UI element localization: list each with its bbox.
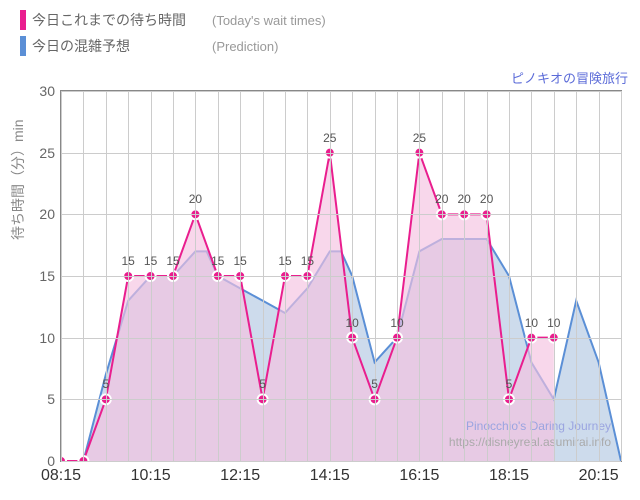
- data-point-label: 20: [480, 192, 493, 206]
- legend-row: 今日の混雑予想 (Prediction): [20, 36, 326, 56]
- y-axis-label: 待ち時間（分）min: [8, 119, 28, 240]
- data-point-label: 5: [259, 377, 266, 391]
- data-point-label: 10: [547, 316, 560, 330]
- legend-sub: (Today's wait times): [212, 13, 326, 28]
- y-tick: 10: [39, 330, 55, 346]
- data-point-label: 15: [144, 254, 157, 268]
- data-point-label: 20: [189, 192, 202, 206]
- legend-label: 今日これまでの待ち時間: [32, 10, 212, 30]
- data-point-label: 15: [278, 254, 291, 268]
- y-tick: 15: [39, 268, 55, 284]
- legend-marker-prediction: [20, 36, 26, 56]
- data-point-label: 10: [390, 316, 403, 330]
- source-url: https://disneyreal.asumirai.info: [449, 435, 611, 449]
- legend-marker-actual: [20, 10, 26, 30]
- data-point-label: 5: [371, 377, 378, 391]
- y-tick: 25: [39, 145, 55, 161]
- x-tick: 18:15: [489, 467, 529, 485]
- data-point-label: 15: [234, 254, 247, 268]
- data-point-label: 5: [506, 377, 513, 391]
- attraction-title-en: Pinocchio's Daring Journey: [466, 419, 611, 433]
- legend-row: 今日これまでの待ち時間 (Today's wait times): [20, 10, 326, 30]
- y-tick: 5: [47, 391, 55, 407]
- data-point-label: 20: [435, 192, 448, 206]
- data-point-label: 10: [525, 316, 538, 330]
- data-point-label: 15: [211, 254, 224, 268]
- x-tick: 14:15: [310, 467, 350, 485]
- x-tick: 08:15: [41, 467, 81, 485]
- x-tick: 16:15: [399, 467, 439, 485]
- data-point-label: 15: [122, 254, 135, 268]
- data-point-label: 25: [323, 131, 336, 145]
- legend-label: 今日の混雑予想: [32, 36, 212, 56]
- y-tick: 30: [39, 83, 55, 99]
- data-point-label: 10: [346, 316, 359, 330]
- legend: 今日これまでの待ち時間 (Today's wait times) 今日の混雑予想…: [20, 10, 326, 62]
- chart-area: Pinocchio's Daring Journey https://disne…: [60, 90, 622, 462]
- data-point-label: 5: [102, 377, 109, 391]
- legend-sub: (Prediction): [212, 39, 278, 54]
- data-point-label: 15: [166, 254, 179, 268]
- attraction-title-ja: ピノキオの冒険旅行: [511, 68, 628, 87]
- x-tick: 10:15: [131, 467, 171, 485]
- x-tick: 20:15: [579, 467, 619, 485]
- data-point-label: 25: [413, 131, 426, 145]
- data-point-label: 15: [301, 254, 314, 268]
- y-tick: 20: [39, 206, 55, 222]
- x-tick: 12:15: [220, 467, 260, 485]
- data-point-label: 20: [458, 192, 471, 206]
